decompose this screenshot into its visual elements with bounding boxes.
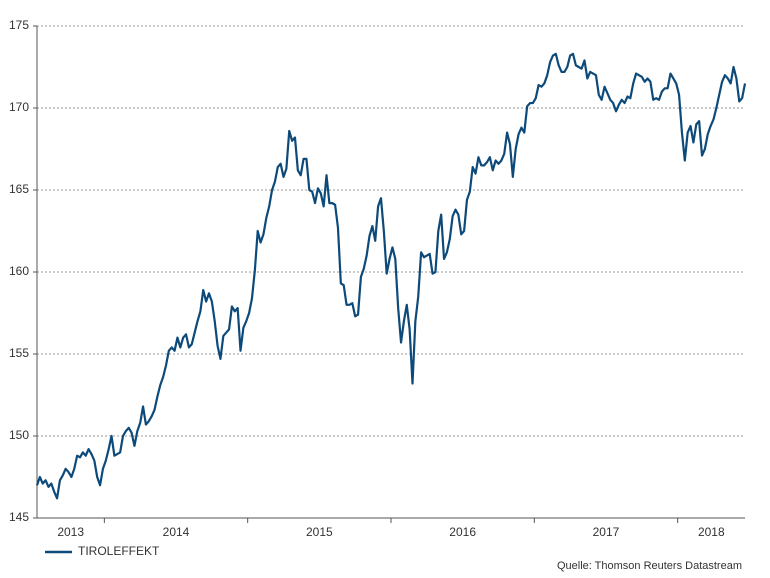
y-tick-label: 170 [9,100,29,114]
x-tick-label: 2015 [306,525,333,539]
y-tick-label: 160 [9,264,29,278]
y-tick-label: 165 [9,182,29,196]
x-tick-label: 2018 [698,525,725,539]
y-tick-label: 150 [9,428,29,442]
source-note: Quelle: Thomson Reuters Datastream [557,560,742,572]
x-tick-label: 2016 [449,525,476,539]
y-tick-label: 175 [9,18,29,32]
x-tick-label: 2017 [593,525,620,539]
x-tick-label: 2014 [163,525,190,539]
data-line [35,52,747,500]
legend-label: TIROLEFFEKT [78,544,160,558]
y-tick-label: 145 [9,510,29,524]
y-tick-label: 155 [9,346,29,360]
x-tick-label: 2013 [57,525,84,539]
